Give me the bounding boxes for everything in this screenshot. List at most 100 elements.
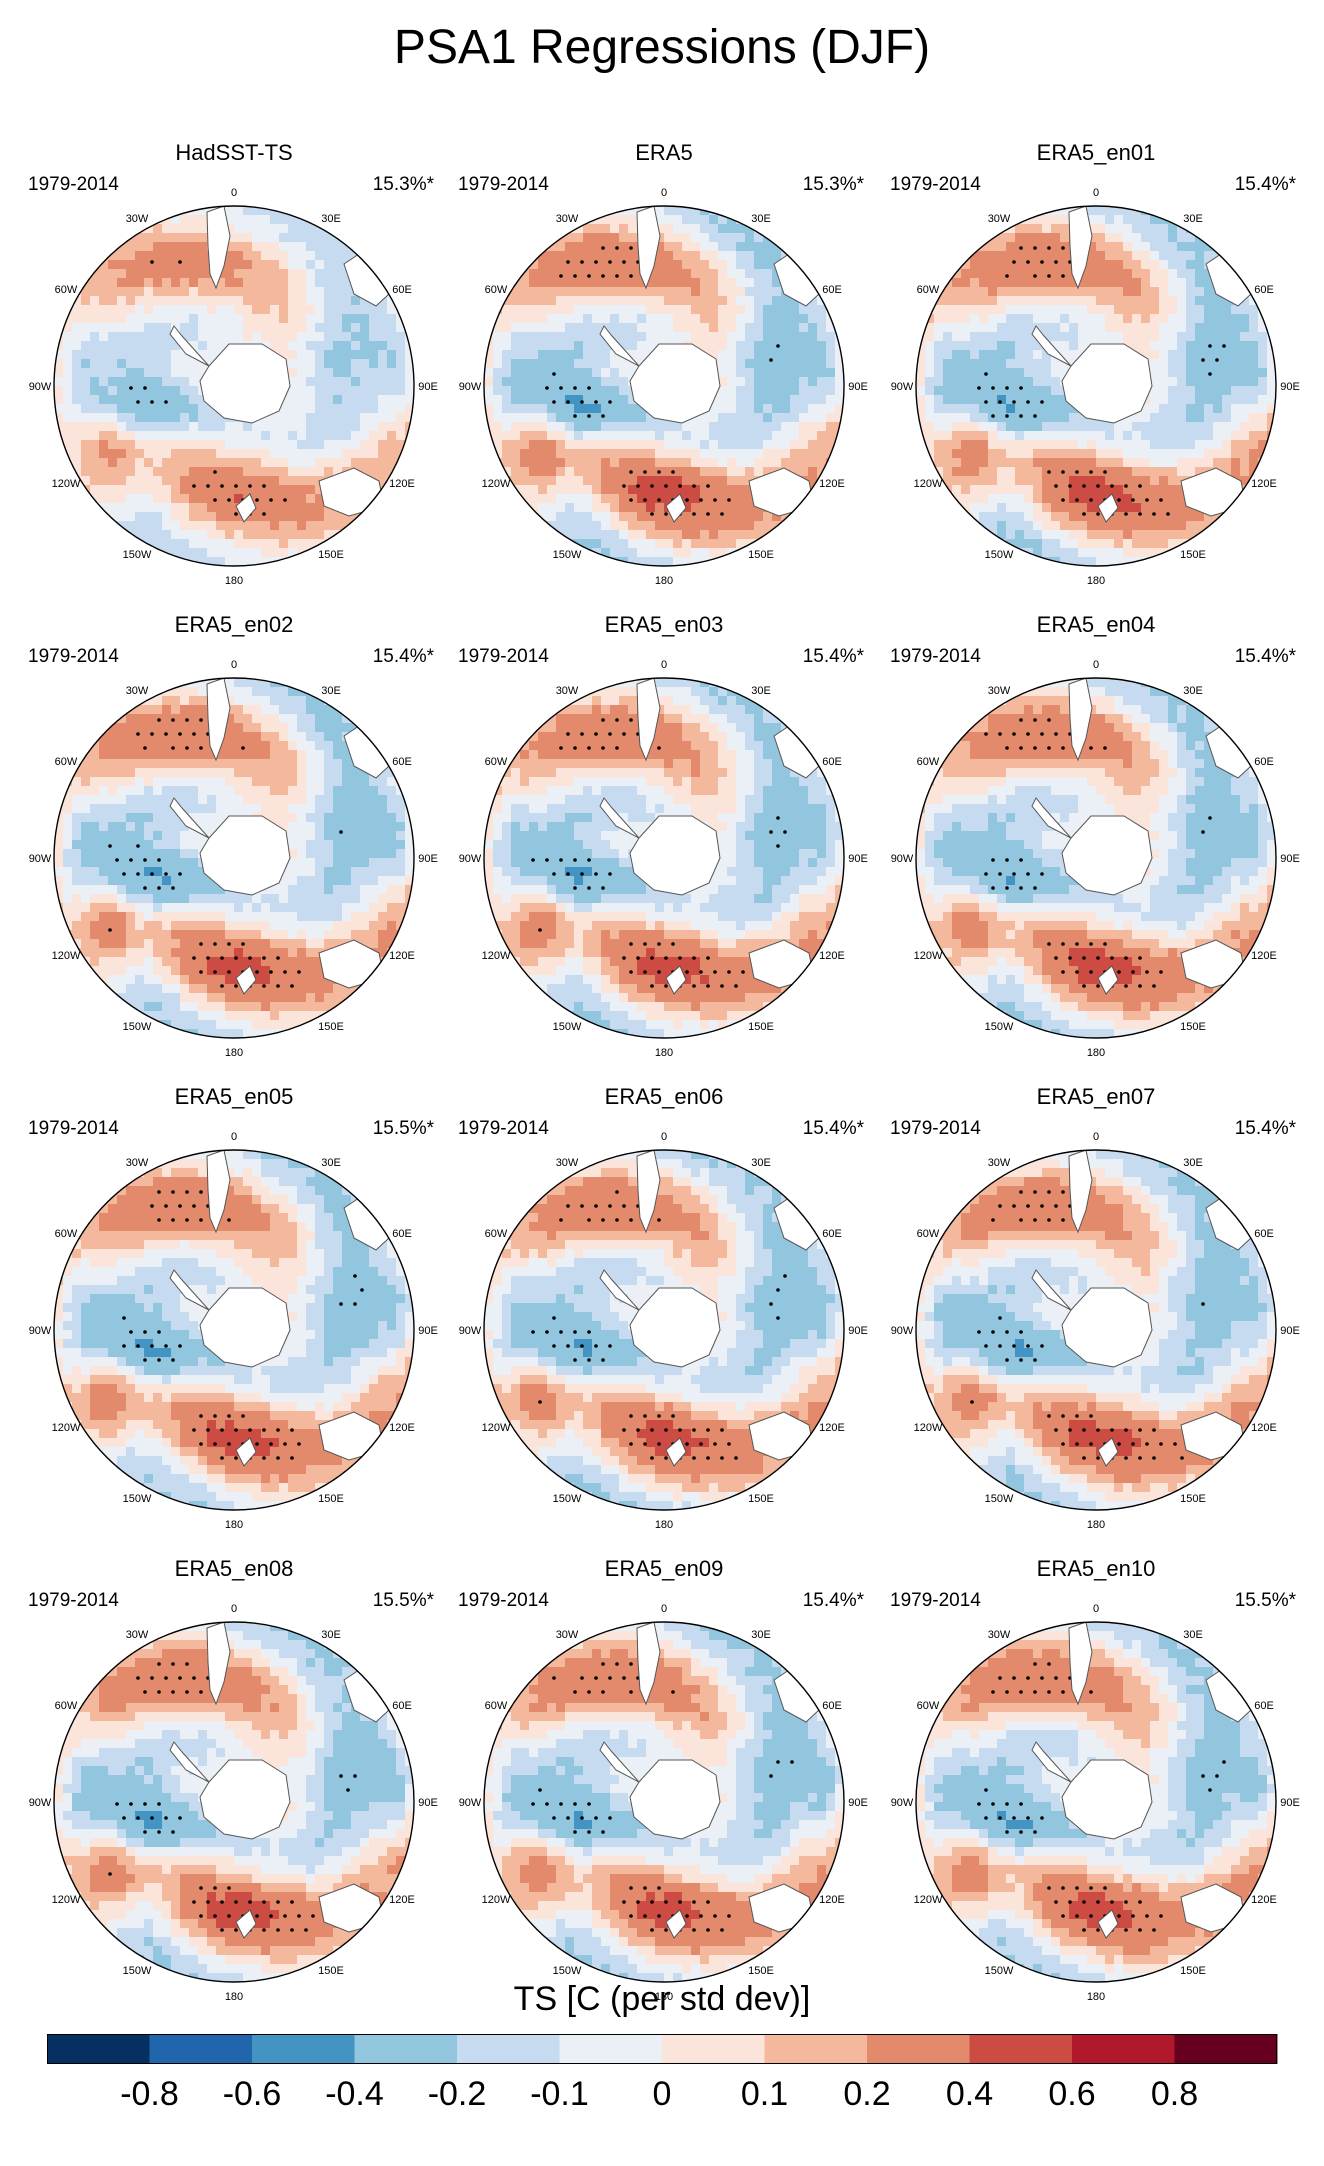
longitude-label: 60E — [392, 1228, 412, 1240]
map-boundary — [915, 1621, 1277, 1983]
colorbar-tick-label: -0.8 — [120, 2075, 179, 2114]
panel-period: 1979-2014 — [28, 174, 119, 196]
panel-title: ERA5_en02 — [18, 612, 450, 638]
map-panel: ERA5_en08 1979-2014 15.5%* 0 30E 60E 90E 120E 15… — [18, 1556, 450, 2026]
panel-title: ERA5 — [448, 140, 880, 166]
longitude-label: 90W — [459, 381, 482, 393]
map-boundary — [483, 205, 845, 567]
longitude-label: 90W — [29, 853, 52, 865]
colorbar-swatch — [252, 2034, 355, 2064]
longitude-label: 150E — [1180, 1965, 1206, 1977]
colorbar-swatch — [47, 2034, 150, 2064]
longitude-label: 30W — [126, 1157, 149, 1169]
longitude-label: 60W — [485, 1700, 508, 1712]
colorbar-swatch — [354, 2034, 458, 2064]
longitude-label: 30E — [1183, 1157, 1203, 1169]
longitude-label: 30W — [126, 685, 149, 697]
longitude-label: 90W — [29, 1797, 52, 1809]
longitude-label: 180 — [655, 575, 673, 587]
longitude-label: 180 — [1087, 1047, 1105, 1059]
longitude-label: 150W — [123, 549, 152, 561]
ts-regression-field — [484, 1622, 844, 1982]
longitude-label: 60W — [55, 284, 78, 296]
longitude-label: 150E — [318, 1493, 344, 1505]
longitude-label: 30E — [321, 1629, 341, 1641]
map-boundary — [53, 1149, 415, 1511]
ts-regression-field — [916, 1622, 1276, 1982]
polar-map: 0 30E 60E 90E 120E 150E 180 150W 120W 90W 60W 30W — [29, 1131, 438, 1531]
longitude-label: 30W — [556, 213, 579, 225]
longitude-label: 120E — [1251, 1894, 1277, 1906]
colorbar-swatch — [867, 2034, 970, 2064]
longitude-label: 150W — [985, 1021, 1014, 1033]
longitude-label: 150W — [553, 1493, 582, 1505]
polar-map: 0 30E 60E 90E 120E 150E 180 150W 120W 90W 60W 30W — [29, 1603, 438, 2003]
longitude-label: 30W — [126, 213, 149, 225]
panel-title: ERA5_en09 — [448, 1556, 880, 1582]
map-panel: ERA5_en03 1979-2014 15.4%* 0 30E 60E 90E 120E 15… — [448, 612, 880, 1082]
panel-variance-percent: 15.4%* — [803, 1590, 864, 1612]
longitude-label: 30E — [1183, 1629, 1203, 1641]
polar-map: 0 30E 60E 90E 120E 150E 180 150W 120W 90W 60W 30W — [459, 1131, 868, 1531]
colorbar-tick-label: 0.6 — [1048, 2075, 1095, 2114]
longitude-label: 150E — [1180, 1493, 1206, 1505]
longitude-label: 30W — [126, 1629, 149, 1641]
colorbar — [47, 2034, 1278, 2064]
longitude-label: 180 — [225, 1991, 243, 2003]
longitude-label: 30W — [988, 213, 1011, 225]
panel-variance-percent: 15.4%* — [803, 646, 864, 668]
longitude-label: 150E — [748, 1965, 774, 1977]
longitude-label: 120E — [389, 950, 415, 962]
longitude-label: 120W — [52, 950, 81, 962]
panel-variance-percent: 15.5%* — [1235, 1590, 1296, 1612]
longitude-label: 60W — [485, 1228, 508, 1240]
longitude-label: 180 — [225, 1047, 243, 1059]
panel-period: 1979-2014 — [458, 174, 549, 196]
longitude-label: 150W — [123, 1021, 152, 1033]
panel-variance-percent: 15.5%* — [373, 1590, 434, 1612]
ts-regression-field — [916, 678, 1276, 1038]
colorbar-swatch — [149, 2034, 253, 2064]
ts-regression-field — [484, 678, 844, 1038]
longitude-label: 90W — [891, 381, 914, 393]
longitude-label: 0 — [231, 1131, 237, 1143]
longitude-label: 60W — [917, 1700, 940, 1712]
longitude-label: 90E — [1280, 853, 1300, 865]
longitude-label: 0 — [1093, 1603, 1099, 1615]
longitude-label: 30W — [988, 1157, 1011, 1169]
polar-map: 0 30E 60E 90E 120E 150E 180 150W 120W 90W 60W 30W — [459, 659, 868, 1059]
map-panel: ERA5_en06 1979-2014 15.4%* 0 30E 60E 90E 120E 15… — [448, 1084, 880, 1554]
colorbar-tick-label: 0.4 — [946, 2075, 993, 2114]
colorbar-tick-label: -0.2 — [428, 2075, 487, 2114]
longitude-label: 120W — [52, 1894, 81, 1906]
longitude-label: 0 — [1093, 187, 1099, 199]
map-panel: ERA5_en05 1979-2014 15.5%* 0 30E 60E 90E 120E 15… — [18, 1084, 450, 1554]
panel-period: 1979-2014 — [28, 1590, 119, 1612]
longitude-label: 90W — [29, 1325, 52, 1337]
longitude-label: 0 — [231, 659, 237, 671]
longitude-label: 180 — [1087, 1991, 1105, 2003]
longitude-label: 60E — [392, 1700, 412, 1712]
longitude-label: 150E — [318, 549, 344, 561]
longitude-label: 30E — [1183, 685, 1203, 697]
panel-title: HadSST-TS — [18, 140, 450, 166]
longitude-label: 90W — [891, 1797, 914, 1809]
longitude-label: 120E — [1251, 478, 1277, 490]
longitude-label: 60W — [485, 284, 508, 296]
longitude-label: 90E — [1280, 1325, 1300, 1337]
ts-regression-field — [54, 1622, 414, 1982]
longitude-label: 30E — [321, 213, 341, 225]
longitude-label: 120W — [914, 1422, 943, 1434]
longitude-label: 60E — [1254, 1228, 1274, 1240]
panel-period: 1979-2014 — [458, 1590, 549, 1612]
colorbar-swatch — [662, 2034, 765, 2064]
colorbar-swatch — [969, 2034, 1073, 2064]
longitude-label: 30E — [751, 213, 771, 225]
longitude-label: 0 — [231, 1603, 237, 1615]
panel-variance-percent: 15.4%* — [373, 646, 434, 668]
longitude-label: 90W — [891, 853, 914, 865]
ts-regression-field — [54, 206, 414, 566]
polar-map: 0 30E 60E 90E 120E 150E 180 150W 120W 90W 60W 30W — [891, 1603, 1300, 2003]
longitude-label: 30E — [321, 685, 341, 697]
map-panel: ERA5 1979-2014 15.3%* 0 30E 60E 90E 120E 150E 180… — [448, 140, 880, 610]
